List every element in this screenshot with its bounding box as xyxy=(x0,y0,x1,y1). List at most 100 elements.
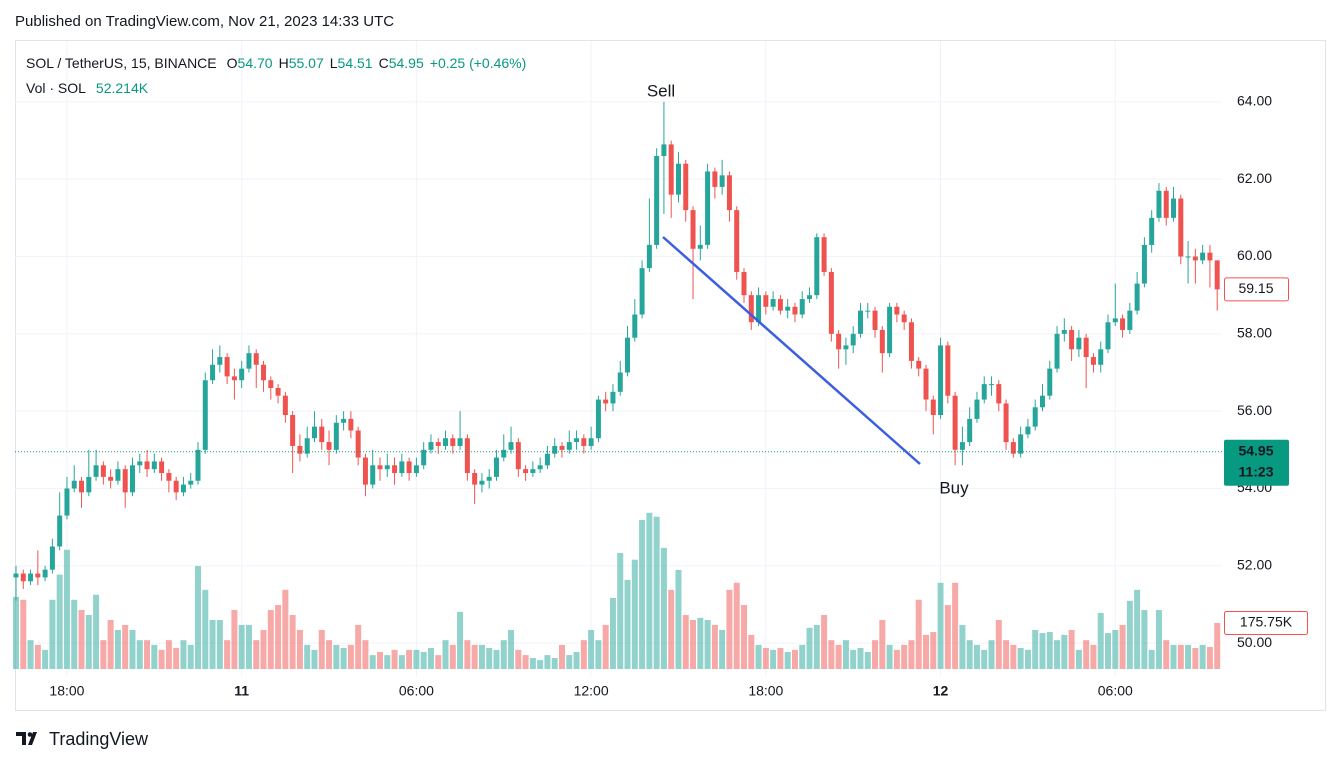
volume-bar xyxy=(559,644,565,669)
candle-body xyxy=(981,384,987,400)
candle-body xyxy=(180,484,186,493)
volume-bar xyxy=(995,619,1002,669)
candle-body xyxy=(777,299,783,311)
y-tick-label: 50.00 xyxy=(1237,634,1272,650)
candle-body xyxy=(304,438,310,454)
legend-key: O xyxy=(227,55,238,71)
volume-bar xyxy=(238,624,245,669)
candle-body xyxy=(508,442,514,450)
candle-body xyxy=(253,353,259,365)
volume-bar xyxy=(842,640,849,669)
candle-body xyxy=(705,171,711,245)
countdown: 11:23 xyxy=(1238,463,1273,479)
volume-bar xyxy=(187,644,194,669)
volume-bar xyxy=(231,610,238,669)
candle-body xyxy=(1141,244,1147,284)
volume-bar xyxy=(813,624,820,669)
candle-body xyxy=(1003,403,1009,443)
symbol-legend: SOL / TetherUS, 15, BINANCE O54.70 H55.07 L… xyxy=(26,55,526,71)
volume-bar xyxy=(1141,610,1148,669)
volume-bar xyxy=(508,629,515,669)
candle-body xyxy=(435,442,441,446)
candle-body xyxy=(756,295,762,323)
volume-bar xyxy=(580,640,587,669)
volume-bar xyxy=(660,547,667,669)
y-tick-label: 52.00 xyxy=(1237,557,1272,573)
volume-bar xyxy=(668,589,675,669)
candle-body xyxy=(821,237,827,272)
candle-body xyxy=(1127,310,1133,330)
volume-bar xyxy=(267,610,274,669)
volume-bar xyxy=(1170,644,1177,669)
volume-bar xyxy=(726,589,733,669)
volume-bar xyxy=(719,629,726,669)
volume-bar xyxy=(901,644,908,669)
candle-body xyxy=(377,465,383,470)
volume-bar xyxy=(71,599,78,669)
candle-body xyxy=(646,244,652,269)
x-tick-label: 06:00 xyxy=(1098,683,1133,699)
candle-body xyxy=(392,465,398,474)
volume-bar xyxy=(923,634,929,669)
candle-body xyxy=(690,210,696,249)
volume-bar xyxy=(566,655,573,669)
candle-body xyxy=(195,449,201,481)
legend-key: H xyxy=(279,55,289,71)
x-tick-label: 12:00 xyxy=(574,683,609,699)
candle-body xyxy=(945,345,951,396)
candle-body xyxy=(836,333,842,350)
volume-bar xyxy=(1010,644,1017,669)
candle-body xyxy=(129,465,135,493)
candle-body xyxy=(71,480,77,489)
candle-body xyxy=(261,364,267,381)
volume-bar xyxy=(260,629,267,669)
candle-body xyxy=(326,442,332,450)
candle-body xyxy=(1163,190,1169,218)
volume-bar xyxy=(835,644,842,669)
volume-bar xyxy=(733,582,740,669)
volume-bar xyxy=(1199,644,1206,669)
volume-bar xyxy=(435,655,442,669)
candle-body xyxy=(231,376,237,381)
candle-body xyxy=(639,268,645,315)
volume-bar xyxy=(522,655,529,669)
volume-bar xyxy=(420,651,427,669)
volume-bar xyxy=(529,657,536,669)
volume-bar xyxy=(973,644,980,669)
volume-bar xyxy=(1024,649,1031,669)
candle-body xyxy=(100,465,106,477)
candle-body xyxy=(872,310,878,330)
candle-body xyxy=(697,244,703,249)
candle-body xyxy=(719,175,725,187)
volume-bar xyxy=(1119,624,1126,669)
volume-bar xyxy=(1206,646,1213,669)
candle-body xyxy=(523,469,529,474)
volume-bar xyxy=(369,655,376,669)
legend-value: 54.70 xyxy=(238,55,273,71)
volume-bar xyxy=(1155,610,1162,669)
volume-bar xyxy=(893,649,900,669)
candle-body xyxy=(712,171,718,187)
candle-body xyxy=(799,299,805,315)
candle-body xyxy=(333,422,339,450)
legend-value: 54.51 xyxy=(338,55,373,71)
candle-body xyxy=(654,155,660,245)
candle-body xyxy=(282,395,288,416)
volume-bar xyxy=(944,605,951,669)
candle-body xyxy=(1207,252,1213,261)
change: +0.25 (+0.46%) xyxy=(430,55,527,71)
candle-body xyxy=(726,175,732,211)
candle-body xyxy=(1156,190,1162,218)
volume-bar xyxy=(63,549,70,669)
candle-body xyxy=(224,357,230,377)
volume-bar xyxy=(457,611,464,669)
volume-bar xyxy=(224,640,231,669)
candle-body xyxy=(1171,198,1177,218)
volume-bar xyxy=(391,649,398,669)
candle-body xyxy=(857,310,863,334)
candle-body xyxy=(908,322,914,361)
y-tick-label: 60.00 xyxy=(1237,247,1272,263)
volume-bar xyxy=(136,640,143,669)
volume-bar xyxy=(1112,629,1119,669)
